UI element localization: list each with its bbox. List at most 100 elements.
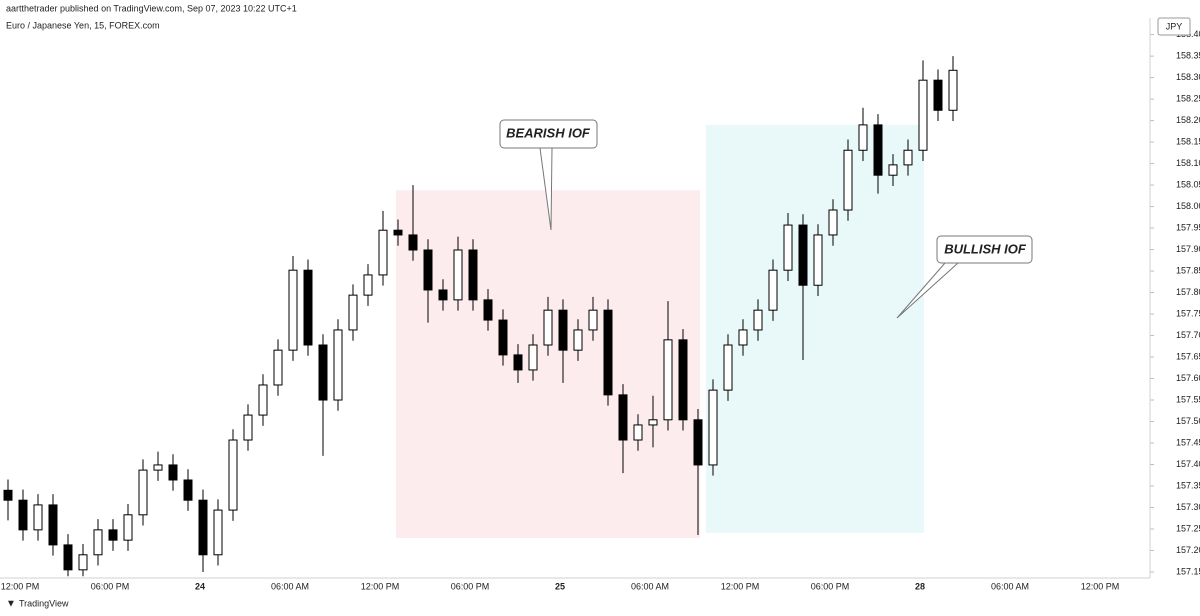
candle-body <box>633 424 643 441</box>
candle-body <box>348 294 358 331</box>
y-tick-label: 158.350 <box>1176 50 1200 60</box>
logo-mark: ▼ <box>6 599 16 610</box>
zones <box>396 124 924 539</box>
candle-body <box>588 309 598 331</box>
candle-body <box>753 309 763 331</box>
candle-body <box>843 149 853 211</box>
x-tick-label: 06:00 AM <box>991 581 1029 591</box>
y-tick-label: 158.300 <box>1176 72 1200 82</box>
y-tick-label: 158.000 <box>1176 201 1200 211</box>
candle-body <box>828 209 838 236</box>
x-tick-label: 24 <box>195 581 205 591</box>
y-tick-label: 158.250 <box>1176 93 1200 103</box>
y-tick-label: 157.350 <box>1176 480 1200 490</box>
candle-body <box>468 249 478 301</box>
candle-body <box>813 234 823 286</box>
candle-body <box>768 269 778 311</box>
callout-pointer <box>539 147 553 231</box>
candle-body <box>738 329 748 346</box>
x-tick-label: 12:00 PM <box>721 581 760 591</box>
candle-body <box>918 79 928 151</box>
candle-body <box>783 224 793 271</box>
callout-box <box>499 119 598 149</box>
x-tick-label: 06:00 PM <box>91 581 130 591</box>
y-tick-label: 157.550 <box>1176 394 1200 404</box>
currency-box <box>1157 17 1191 36</box>
y-tick-label: 158.200 <box>1176 115 1200 125</box>
zone-label: BEARISH IOF <box>506 125 591 140</box>
candle-body <box>303 269 313 346</box>
x-tick-label: 28 <box>915 581 925 591</box>
candle-body <box>708 389 718 466</box>
candle-body <box>153 464 163 471</box>
y-tick-label: 157.900 <box>1176 244 1200 254</box>
candle-body <box>33 504 43 531</box>
y-tick-label: 157.500 <box>1176 416 1200 426</box>
candle-body <box>108 529 118 541</box>
x-tick-label: 12:00 PM <box>361 581 400 591</box>
candle-body <box>243 414 253 441</box>
footer-brand: TradingView <box>19 598 69 608</box>
candle-body <box>438 289 448 301</box>
candle-body <box>378 229 388 276</box>
y-tick-label: 157.300 <box>1176 502 1200 512</box>
y-tick-label: 158.050 <box>1176 179 1200 189</box>
y-tick-label: 157.400 <box>1176 459 1200 469</box>
candle-body <box>123 514 133 541</box>
candle-body <box>3 489 13 501</box>
publisher-header: aartthetrader published on TradingView.c… <box>6 3 297 13</box>
candle-body <box>903 149 913 166</box>
candle-body <box>393 229 403 236</box>
candle-body <box>183 479 193 501</box>
candle-body <box>873 124 883 176</box>
y-tick-label: 157.600 <box>1176 373 1200 383</box>
y-tick-label: 157.250 <box>1176 523 1200 533</box>
currency-label: JPY <box>1166 21 1183 31</box>
candle-body <box>543 309 553 346</box>
candle-body <box>168 464 178 481</box>
x-tick-label: 12:00 PM <box>1 581 40 591</box>
candle-body <box>423 249 433 291</box>
candle-body <box>318 344 328 401</box>
candle-body <box>363 274 373 296</box>
candle-body <box>498 319 508 356</box>
y-tick-label: 157.150 <box>1176 566 1200 576</box>
candles <box>3 56 958 577</box>
y-tick-label: 157.800 <box>1176 287 1200 297</box>
x-tick-label: 06:00 PM <box>451 581 490 591</box>
axes: 157.150 157.200 157.250 157.300 157.350 157.4… <box>1 29 1200 591</box>
candle-body <box>453 249 463 301</box>
candle-body <box>48 504 58 546</box>
x-tick-label: 06:00 AM <box>631 581 669 591</box>
candle-body <box>948 69 958 111</box>
y-tick-label: 158.150 <box>1176 136 1200 146</box>
candle-body <box>888 164 898 176</box>
y-tick-label: 158.100 <box>1176 158 1200 168</box>
x-tick-label: 12:00 PM <box>1081 581 1120 591</box>
candle-body <box>138 469 148 516</box>
candle-body <box>408 234 418 251</box>
candle-body <box>528 344 538 371</box>
candle-body <box>333 329 343 401</box>
x-tick-label: 06:00 PM <box>811 581 850 591</box>
candle-body <box>288 269 298 351</box>
candle-body <box>693 419 703 466</box>
x-tick-label: 25 <box>555 581 565 591</box>
callout-box <box>936 235 1033 264</box>
candle-body <box>513 354 523 371</box>
candle-body <box>63 544 73 571</box>
zone <box>396 190 700 539</box>
candle-body <box>603 309 613 396</box>
candle-body <box>93 529 103 556</box>
candle-body <box>18 499 28 531</box>
candle-body <box>258 384 268 416</box>
zone-label: BULLISH IOF <box>944 241 1027 256</box>
y-tick-label: 157.200 <box>1176 545 1200 555</box>
symbol-title: Euro / Japanese Yen, 15, FOREX.com <box>6 20 160 30</box>
candle-body <box>273 349 283 386</box>
y-tick-label: 157.950 <box>1176 222 1200 232</box>
candle-body <box>798 224 808 286</box>
candle-body <box>213 509 223 556</box>
zone <box>706 124 924 533</box>
